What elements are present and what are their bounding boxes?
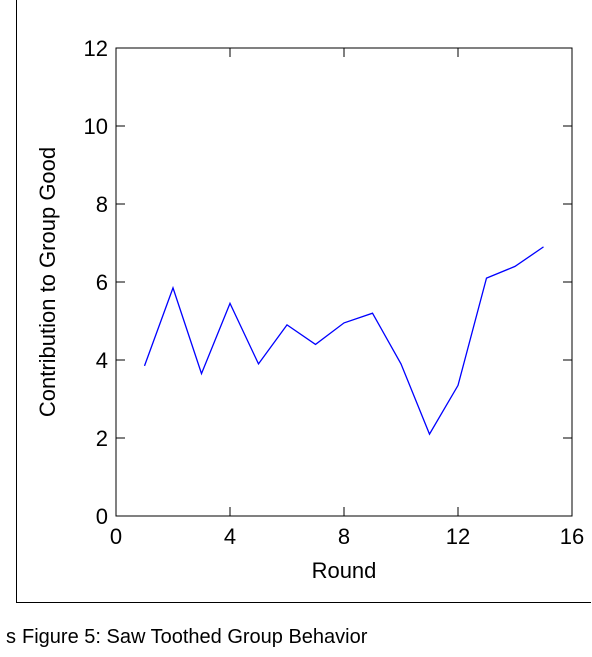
line-chart: 0 4 8 12 16 0 2 4 6 8 10 12 Round Contribution to G… [35, 36, 585, 583]
y-tick-label: 4 [96, 348, 108, 373]
figure-frame [16, 0, 591, 603]
y-tick-label: 10 [84, 114, 108, 139]
tick-labels: 0 4 8 12 16 0 2 4 6 8 10 12 [84, 36, 585, 549]
x-tick-label: 8 [338, 524, 350, 549]
y-tick-label: 8 [96, 192, 108, 217]
caption-fragment: s [6, 626, 16, 648]
x-axis-title: Round [312, 558, 377, 583]
figure-caption: Figure 5: Saw Toothed Group Behavior [22, 626, 368, 648]
y-tick-label: 0 [96, 504, 108, 529]
axis-ticks [115, 47, 573, 517]
series-layer [143, 246, 544, 436]
x-tick-label: 12 [446, 524, 470, 549]
plot-area [115, 47, 573, 517]
y-axis-title: Contribution to Group Good [35, 147, 60, 417]
x-tick-label: 4 [224, 524, 236, 549]
series-line [143, 246, 544, 436]
y-tick-label: 2 [96, 426, 108, 451]
x-tick-label: 0 [110, 524, 122, 549]
y-tick-label: 6 [96, 270, 108, 295]
y-tick-label: 12 [84, 36, 108, 61]
x-tick-label: 16 [560, 524, 584, 549]
